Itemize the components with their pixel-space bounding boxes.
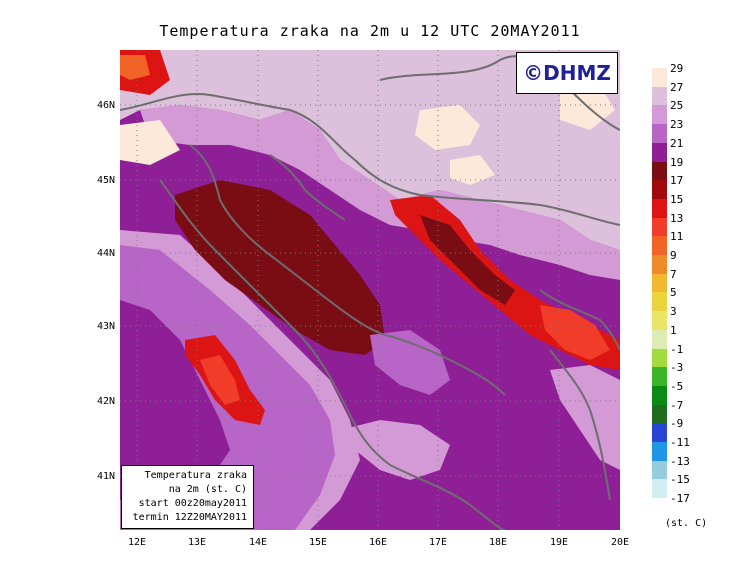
legend-unit: (st. C) <box>665 518 708 529</box>
legend-swatch <box>652 217 667 237</box>
field-north-mid <box>140 105 620 280</box>
legend-swatch <box>652 423 667 443</box>
legend-swatch <box>652 385 667 405</box>
legend-label: -11 <box>670 436 690 449</box>
field-cream-3 <box>120 120 180 165</box>
legend-label: 13 <box>670 211 684 225</box>
lat-label: 41N <box>96 471 115 482</box>
legend-swatch <box>652 442 667 461</box>
field-adriatic-edge <box>370 330 450 395</box>
brand-logo: ©DHMZ <box>516 52 618 94</box>
graticule <box>120 50 620 530</box>
legend-label: 17 <box>670 174 684 188</box>
legend-label: 21 <box>670 136 684 150</box>
legend-label: 9 <box>670 249 677 262</box>
lon-label: 13E <box>187 537 207 548</box>
legend-label: -3 <box>670 361 684 375</box>
legend-swatch <box>652 292 667 312</box>
legend-swatch <box>652 255 667 274</box>
temperature-field <box>120 50 620 530</box>
temperature-map <box>120 50 620 530</box>
field-hot-italy-core <box>200 355 240 405</box>
coastlines <box>120 55 620 530</box>
legend-label: 7 <box>670 267 677 281</box>
legend-swatch <box>652 273 667 293</box>
field-hot-nw-core <box>120 55 150 80</box>
legend-swatch <box>652 142 667 162</box>
legend-label: 3 <box>670 305 677 319</box>
lat-label: 45N <box>96 175 115 186</box>
legend-swatch <box>652 198 667 218</box>
legend-label: -1 <box>670 342 684 356</box>
legend-label: 5 <box>670 286 677 300</box>
legend-label: -13 <box>670 454 690 468</box>
legend-swatch <box>652 329 667 349</box>
info-line-2: na 2m (st. C) <box>168 484 247 495</box>
lat-label: 42N <box>96 396 115 407</box>
field-adriatic-warm <box>175 180 385 355</box>
lon-label: 16E <box>368 537 388 548</box>
legend-label: 1 <box>670 323 677 337</box>
legend-swatch <box>652 124 667 144</box>
legend-swatch <box>652 404 667 424</box>
map-title: Temperatura zraka na 2m u 12 UTC 20MAY20… <box>159 22 581 40</box>
info-line-4: termin 12Z20MAY2011 <box>132 512 247 523</box>
legend-label: 29 <box>670 62 684 75</box>
lon-label: 14E <box>248 537 268 548</box>
lon-label: 15E <box>308 537 328 548</box>
lon-label: 19E <box>549 537 569 548</box>
legend-label: -15 <box>670 473 690 487</box>
legend-label: 15 <box>670 192 684 206</box>
info-line-1: Temperatura zraka <box>144 470 247 481</box>
field-hot-bosnia <box>540 305 610 360</box>
legend-label: -7 <box>670 398 684 412</box>
legend-swatch <box>652 180 667 200</box>
legend-swatch <box>652 348 667 368</box>
legend-swatch <box>652 311 667 331</box>
legend-label: -5 <box>670 379 684 393</box>
field-italy-dark <box>120 300 230 500</box>
lon-label: 20E <box>610 537 630 548</box>
legend-label: 23 <box>670 118 684 132</box>
info-box: Temperatura zraka na 2m (st. C) start 00… <box>121 465 254 529</box>
lon-label: 12E <box>127 537 147 548</box>
lat-label: 46N <box>96 100 115 111</box>
legend-label: 19 <box>670 155 684 169</box>
lat-label: 44N <box>96 248 115 259</box>
legend-label: -9 <box>670 417 684 431</box>
legend-label: -17 <box>670 492 690 506</box>
lon-label: 17E <box>428 537 448 548</box>
legend-swatch <box>652 161 667 181</box>
legend-swatch <box>652 367 667 387</box>
field-cream-1 <box>415 105 480 150</box>
legend-swatch <box>652 236 667 256</box>
lat-label: 43N <box>96 321 115 332</box>
legend-swatch <box>652 460 667 480</box>
field-balkan-light <box>550 365 620 470</box>
legend-label: 11 <box>670 230 684 244</box>
field-hot-croatia-core <box>420 215 515 305</box>
legend-swatch <box>652 86 667 106</box>
legend-swatch <box>652 68 667 87</box>
legend-swatch <box>652 479 667 499</box>
legend-label: 25 <box>670 99 684 113</box>
field-cream-4 <box>450 155 495 185</box>
lon-label: 18E <box>488 537 508 548</box>
info-line-3: start 00z20may2011 <box>138 498 247 509</box>
field-south-light <box>340 420 450 480</box>
legend-swatch <box>652 105 667 125</box>
legend-label: 27 <box>670 80 684 94</box>
